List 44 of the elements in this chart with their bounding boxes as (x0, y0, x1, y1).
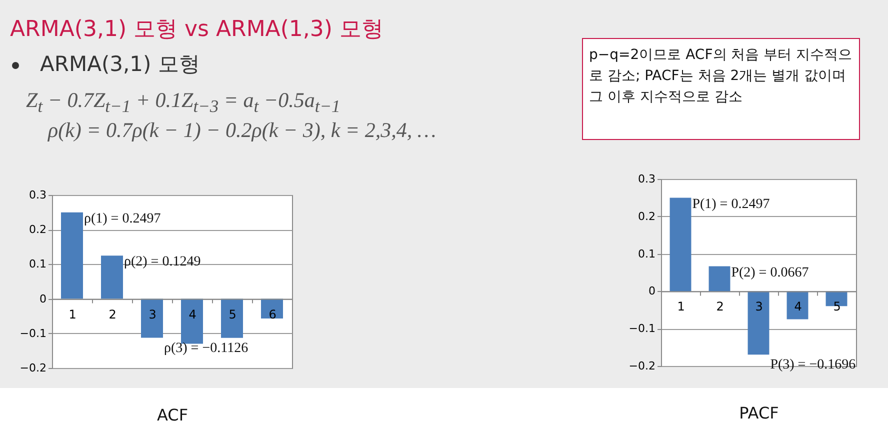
y-tick-label: 0.3 (29, 188, 46, 202)
annotation: P(1) = 0.2497 (692, 196, 770, 212)
x-tick-label: 1 (677, 300, 685, 314)
x-tick-label: 2 (716, 300, 724, 314)
annotation: P(2) = 0.0667 (731, 265, 809, 280)
text: p−q=2이므로 ACF의 처음 부터 지수적으로 감소; PACF는 처음 2개는 별개 값이며 그 이후 지수적으로 감소 (582, 38, 860, 140)
text: ARMA(3,1) 모형 vs ARMA(1,3) 모형 (10, 16, 384, 44)
bar (221, 298, 243, 338)
y-tick-label: 0 (648, 284, 656, 298)
x-tick-label: 2 (108, 307, 116, 322)
x-tick-label: 4 (794, 300, 802, 314)
annotation: ρ(2) = 0.1249 (124, 254, 201, 270)
bar (141, 298, 163, 338)
text: Z$_{t}$ − 0.7Z$_{t−1}$ + 0.1Z$_{t−3}$ = a$_{t}$ −0.5a$_{t−1}$ (26, 88, 340, 116)
annotation: ρ(3) = −0.1126 (164, 340, 248, 356)
text: ARMA(3,1) 모형 (39, 51, 200, 78)
annotation: ρ(1) = 0.2497 (84, 211, 161, 226)
y-tick-label: 0.2 (29, 223, 46, 236)
bar (181, 298, 203, 344)
x-axis-title: PACF (739, 404, 779, 422)
x-axis-title: ACF (156, 406, 188, 424)
annotation: P(3) = −0.1696 (770, 358, 856, 373)
x-tick-label: 5 (228, 307, 236, 322)
text: ρ(k) = 0.7ρ(k − 1) − 0.2ρ(k − 3), k = 2,3,4, … (48, 118, 436, 143)
y-tick-label: 0.1 (29, 258, 46, 271)
y-tick-label: 0.3 (638, 172, 656, 186)
x-tick-label: 4 (188, 307, 196, 322)
x-tick-label: 3 (148, 307, 156, 322)
x-tick-label: 3 (755, 300, 763, 314)
y-tick-label: 0.2 (638, 210, 656, 223)
y-tick-label: −0.1 (20, 326, 46, 340)
bar (708, 266, 730, 292)
bar (670, 198, 692, 292)
bar (101, 256, 123, 299)
y-tick-label: 0 (40, 292, 46, 306)
y-tick-label: −0.2 (628, 360, 656, 372)
y-tick-label: −0.2 (20, 362, 46, 374)
x-tick-label: 6 (268, 307, 276, 322)
bar (786, 291, 808, 320)
x-tick-label: 1 (68, 307, 76, 322)
y-tick-label: −0.1 (628, 322, 656, 336)
bar (748, 291, 770, 355)
y-tick-label: 0.1 (638, 247, 656, 260)
bar (61, 212, 83, 299)
